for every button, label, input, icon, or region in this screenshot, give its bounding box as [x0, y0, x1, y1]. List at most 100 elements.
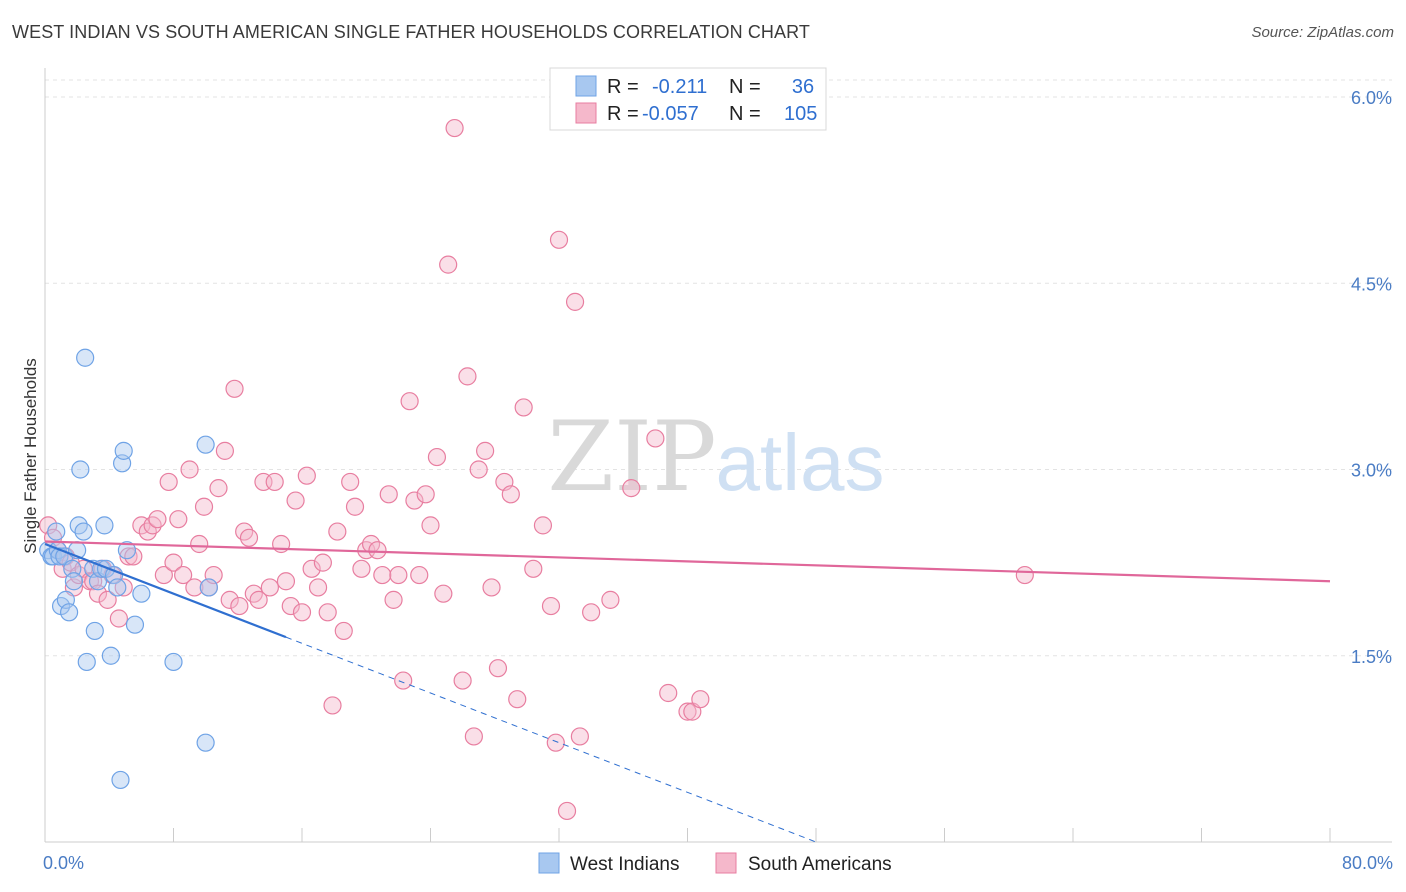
point-west-indians-35 — [199, 578, 218, 597]
point-west-indians-30 — [117, 541, 137, 560]
point-south-americans-99 — [601, 590, 620, 609]
point-south-americans-25 — [164, 553, 183, 572]
point-south-americans-13 — [98, 590, 117, 609]
point-south-americans-105 — [691, 690, 710, 709]
point-south-americans-20 — [138, 522, 157, 541]
y-tick-label-3: 6.0% — [1351, 88, 1392, 108]
point-south-americans-84 — [482, 578, 501, 597]
point-west-indians-29 — [111, 770, 130, 790]
point-west-indians-19 — [85, 621, 104, 641]
point-south-americans-42 — [249, 590, 268, 609]
point-south-americans-47 — [276, 572, 296, 591]
y-axis-label: Single Father Households — [21, 358, 40, 554]
point-south-americans-50 — [292, 603, 312, 622]
point-south-americans-71 — [405, 491, 424, 510]
trend-south-americans — [44, 540, 1331, 583]
point-west-indians-13 — [69, 516, 88, 535]
point-south-americans-57 — [328, 522, 347, 541]
point-south-americans-23 — [154, 565, 173, 585]
point-south-americans-102 — [659, 683, 678, 703]
point-south-americans-24 — [159, 472, 178, 492]
x-tick-label-1: 80.0% — [1342, 853, 1393, 873]
point-south-americans-76 — [434, 584, 453, 603]
legend-top: R = -0.211 N = 36 R = -0.057 N = 105 — [549, 67, 827, 131]
x-tick-labels: 0.0% 80.0% — [43, 853, 1393, 873]
point-south-americans-26 — [169, 510, 188, 529]
bottom-legend-west-indians: West Indians — [570, 854, 679, 875]
point-west-indians-14 — [71, 460, 90, 479]
point-west-indians-36 — [196, 733, 215, 752]
bottom-swatch-south-americans — [715, 852, 737, 874]
point-south-americans-83 — [476, 441, 495, 460]
point-south-americans-55 — [318, 603, 337, 622]
point-west-indians-9 — [59, 603, 79, 622]
point-south-americans-88 — [508, 690, 527, 709]
y-tick-label-1: 3.0% — [1351, 461, 1392, 481]
bottom-swatch-west-indians — [538, 852, 560, 874]
point-south-americans-85 — [488, 659, 508, 678]
point-south-americans-28 — [180, 460, 199, 479]
y-tick-labels: 1.5% 3.0% 4.5% 6.0% — [1351, 88, 1392, 667]
point-south-americans-39 — [235, 522, 254, 541]
point-south-americans-22 — [148, 510, 167, 529]
point-south-americans-75 — [427, 447, 447, 467]
point-south-americans-17 — [119, 547, 138, 566]
watermark-atlas: atlas — [716, 418, 885, 507]
axes — [44, 68, 1392, 843]
legend-r-value-2: -0.057 — [642, 103, 699, 125]
point-south-americans-64 — [368, 541, 387, 560]
legend-bottom: West Indians South Americans — [538, 852, 892, 875]
point-west-indians-3 — [47, 522, 66, 541]
point-south-americans-95 — [557, 801, 577, 821]
point-west-indians-28 — [114, 441, 133, 460]
point-south-americans-65 — [373, 565, 392, 585]
point-south-americans-36 — [220, 590, 239, 609]
point-south-americans-93 — [546, 733, 565, 752]
point-south-americans-97 — [570, 727, 589, 746]
point-south-americans-40 — [239, 528, 259, 547]
point-south-americans-27 — [174, 565, 193, 585]
legend-n-label-2: N = — [729, 103, 761, 125]
watermark: ZIP atlas — [547, 401, 884, 513]
point-south-americans-72 — [410, 565, 429, 585]
trend-west-indians-extension — [285, 636, 817, 843]
point-south-americans-21 — [143, 516, 162, 535]
point-south-americans-37 — [225, 379, 244, 398]
trend-lines — [44, 540, 1331, 843]
point-south-americans-68 — [389, 565, 408, 585]
point-south-americans-29 — [185, 578, 204, 597]
point-south-americans-101 — [646, 429, 665, 448]
legend-r-value-1: -0.211 — [652, 76, 707, 98]
point-south-americans-51 — [297, 466, 316, 485]
point-south-americans-82 — [469, 460, 488, 479]
point-south-americans-61 — [352, 559, 371, 578]
y-tick-label-0: 1.5% — [1351, 647, 1392, 667]
point-west-indians-32 — [132, 584, 151, 603]
x-tick-label-0: 0.0% — [43, 853, 84, 873]
point-south-americans-56 — [323, 696, 342, 715]
point-south-americans-69 — [394, 671, 413, 690]
point-west-indians-17 — [76, 348, 95, 367]
point-south-americans-16 — [114, 578, 133, 597]
point-south-americans-77 — [439, 255, 458, 274]
bottom-legend-south-americans: South Americans — [748, 854, 892, 875]
point-south-americans-59 — [341, 472, 360, 492]
point-south-americans-81 — [464, 727, 483, 746]
point-south-americans-89 — [514, 398, 533, 417]
point-south-americans-73 — [416, 485, 435, 504]
point-west-indians-34 — [196, 435, 215, 454]
source-label: Source: ZipAtlas.com — [1251, 24, 1394, 41]
point-south-americans-31 — [194, 497, 214, 516]
legend-n-label-1: N = — [729, 76, 761, 98]
point-south-americans-70 — [400, 392, 419, 411]
legend-swatch-west-indians — [575, 75, 597, 97]
data-points — [39, 118, 1034, 821]
point-south-americans-60 — [345, 497, 365, 516]
legend-n-value-2: 105 — [784, 103, 817, 125]
point-south-americans-90 — [524, 559, 543, 578]
point-south-americans-11 — [88, 584, 108, 603]
point-south-americans-78 — [445, 118, 464, 138]
point-south-americans-103 — [678, 702, 697, 721]
point-west-indians-11 — [64, 572, 84, 591]
